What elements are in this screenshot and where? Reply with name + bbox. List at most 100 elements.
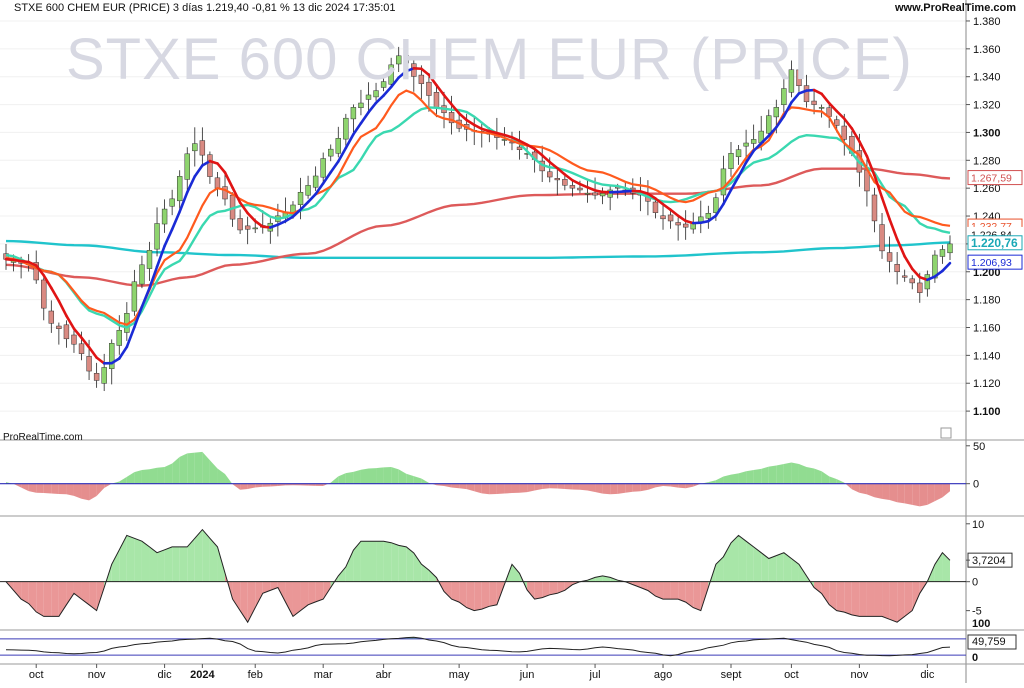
osc1-area-segment — [489, 484, 497, 495]
osc1-area-segment — [837, 479, 845, 484]
osc2-area-segment — [474, 582, 482, 611]
osc2-area-segment — [686, 582, 694, 608]
osc2-area-segment — [663, 582, 671, 599]
watermark: STXE 600 CHEM EUR (PRICE) — [66, 26, 913, 93]
osc2-area-segment — [535, 582, 543, 599]
osc1-area-segment — [761, 467, 769, 484]
ma-fast-segment — [217, 163, 225, 172]
osc2-area-segment — [844, 582, 852, 615]
osc1-area-segment — [21, 484, 29, 491]
osc1-area-segment — [467, 484, 475, 492]
osc2-area-segment — [882, 582, 890, 620]
osc2-area-segment — [897, 582, 905, 623]
osc3-tick-label: 0 — [972, 652, 978, 664]
candle-body — [79, 344, 84, 354]
candle-body — [87, 356, 92, 371]
osc3-tick-label: 100 — [972, 618, 990, 630]
candle-body — [917, 283, 922, 293]
osc1-area-segment — [482, 484, 490, 495]
osc1-area-segment — [421, 478, 429, 483]
ma-fast-segment — [822, 94, 830, 103]
osc1-area-segment — [66, 484, 74, 496]
candle-body — [517, 147, 522, 150]
candle-body — [653, 202, 658, 213]
x-tick-label: dic — [920, 669, 935, 681]
candle-body — [132, 282, 137, 311]
osc1-area-segment — [807, 467, 815, 484]
ma-fast-segment — [912, 269, 920, 277]
candle-body — [819, 107, 824, 108]
osc2-area-segment — [746, 541, 754, 582]
osc1-area-segment — [625, 484, 633, 493]
osc1-area-segment — [829, 476, 837, 483]
osc1-area-segment — [867, 484, 875, 498]
osc1-area-segment — [550, 484, 558, 489]
osc3-tick-label: 49,759 — [972, 636, 1006, 648]
osc2-area-segment — [89, 582, 97, 611]
osc2-tick-label: 0 — [972, 577, 978, 589]
osc2-area-segment — [180, 547, 188, 582]
y-tick-label: 1.380 — [973, 16, 1001, 28]
osc1-area-segment — [754, 469, 762, 484]
x-tick-label: sept — [721, 669, 742, 681]
ma-fast-segment — [225, 172, 233, 187]
candle-body — [706, 213, 711, 218]
osc1-area-segment — [134, 470, 142, 484]
candle-body — [547, 172, 552, 177]
osc1-area-segment — [784, 462, 792, 483]
candle-body — [585, 193, 590, 194]
candle-body — [925, 275, 930, 289]
candle-body — [72, 335, 77, 344]
x-tick-label: abr — [376, 669, 392, 681]
osc1-area-segment — [942, 484, 950, 498]
ma-fast-segment — [444, 95, 452, 104]
osc1-area-segment — [791, 462, 799, 483]
osc1-area-segment — [504, 484, 512, 494]
osc1-area-segment — [165, 463, 173, 483]
y-tick-label: 1.100 — [973, 406, 1001, 418]
y-tick-label: 1.140 — [973, 350, 1001, 362]
chart-header-title: STXE 600 CHEM EUR (PRICE) 3 días 1.219,4… — [14, 2, 396, 14]
x-tick-label: nov — [851, 669, 869, 681]
osc1-area-segment — [233, 484, 241, 490]
osc1-area-segment — [882, 484, 890, 500]
ma-fast-segment — [255, 221, 263, 227]
osc2-area-segment — [233, 582, 241, 611]
osc3-line — [6, 637, 950, 656]
osc1-area-segment — [897, 484, 905, 504]
site-link[interactable]: www.ProRealTime.com — [895, 2, 1016, 14]
osc2-area-segment — [776, 553, 784, 582]
osc1-area-segment — [776, 464, 784, 484]
candle-body — [328, 149, 333, 156]
osc1-area-segment — [580, 484, 588, 491]
osc1-area-segment — [391, 467, 399, 484]
osc2-area-segment — [384, 541, 392, 582]
osc2-area-segment — [376, 541, 384, 582]
osc2-area-segment — [444, 582, 452, 599]
candle-body — [139, 265, 144, 284]
y-tick-label: 1.120 — [973, 378, 1001, 390]
osc1-area-segment — [353, 470, 361, 484]
candle-body — [41, 280, 46, 308]
candle-body — [49, 311, 54, 323]
candle-body — [834, 120, 839, 126]
osc2-area-segment — [859, 582, 867, 617]
y-tick-label: 1.320 — [973, 100, 1001, 112]
osc1-area-segment — [618, 484, 626, 494]
osc2-area-segment — [66, 582, 74, 605]
osc1-area-segment — [739, 471, 747, 483]
osc1-area-segment — [610, 484, 618, 495]
candle-body — [562, 179, 567, 185]
candle-body — [177, 176, 182, 200]
candle-body — [56, 326, 61, 329]
osc2-area-segment — [112, 550, 120, 582]
x-tick-label: mar — [314, 669, 333, 681]
ma-fast-segment — [195, 166, 203, 177]
osc1-area-segment — [746, 470, 754, 484]
candle-body — [902, 276, 907, 278]
ma-fast-segment — [59, 301, 67, 316]
osc1-area-segment — [331, 476, 339, 483]
candle-body — [570, 185, 575, 188]
candle-body — [170, 199, 175, 206]
candle-body — [842, 126, 847, 139]
